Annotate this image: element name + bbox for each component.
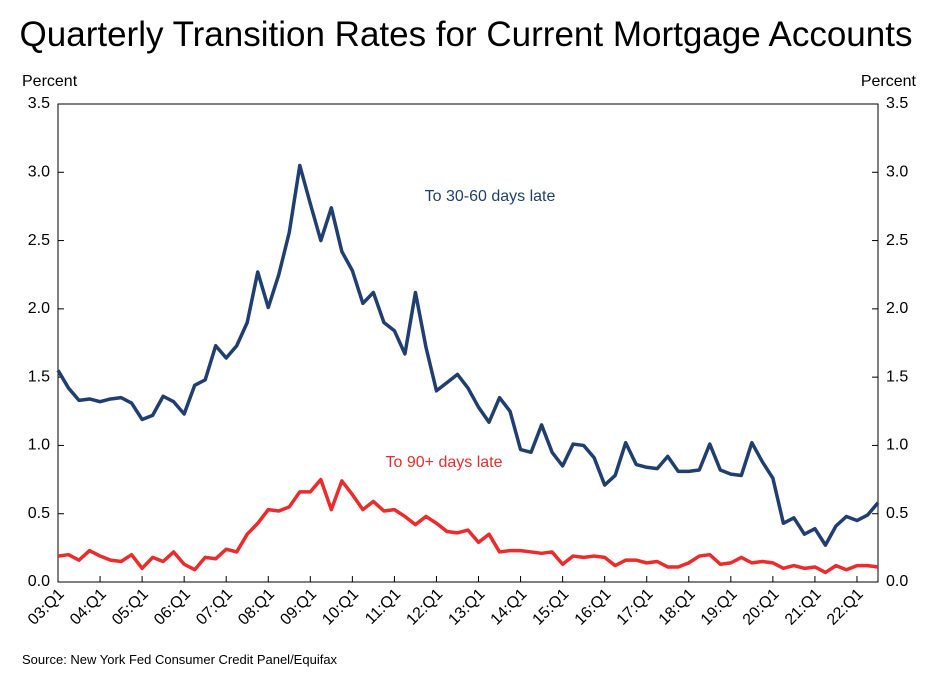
x-tick-label: 15:Q1 [530,586,573,629]
y-tick-label: 3.5 [28,95,50,112]
x-tick-label: 18:Q1 [656,586,699,629]
x-tick-label: 21:Q1 [782,586,825,629]
y2-tick-label: 3.5 [886,95,908,112]
x-tick-label: 12:Q1 [403,586,446,629]
x-tick-label: 16:Q1 [572,586,615,629]
x-tick-label: 19:Q1 [698,586,741,629]
x-tick-label: 05:Q1 [109,586,152,629]
x-tick-label: 06:Q1 [151,586,194,629]
x-tick-label: 08:Q1 [235,586,278,629]
y-tick-label: 0.0 [28,573,50,590]
y2-tick-label: 0.0 [886,573,908,590]
y2-tick-label: 1.5 [886,368,908,385]
y-tick-label: 2.0 [28,300,50,317]
y2-axis-label: Percent [861,73,917,90]
y-tick-label: 1.5 [28,368,50,385]
x-tick-label: 11:Q1 [362,586,404,628]
y-tick-label: 0.5 [28,505,50,522]
y2-tick-label: 3.0 [886,164,908,181]
y2-tick-label: 0.5 [886,505,908,522]
x-tick-label: 17:Q1 [614,586,657,629]
y2-tick-label: 2.5 [886,232,908,249]
y2-tick-label: 2.0 [886,300,908,317]
x-tick-label: 04:Q1 [67,586,110,629]
x-tick-label: 20:Q1 [740,586,783,629]
y2-tick-label: 1.0 [886,437,908,454]
series-line [57,477,879,575]
x-tick-label: 03:Q1 [25,586,68,629]
series-label: To 30-60 days late [425,188,556,205]
series-label: To 90+ days late [386,454,503,471]
y-tick-label: 1.0 [28,437,50,454]
plot-frame [57,103,879,583]
chart-title: Quarterly Transition Rates for Current M… [20,15,913,54]
x-tick-label: 07:Q1 [193,586,236,629]
x-tick-label: 14:Q1 [488,586,531,629]
y-tick-label: 2.5 [28,232,50,249]
x-tick-label: 13:Q1 [445,586,488,629]
x-tick-label: 10:Q1 [319,586,362,629]
series-line [56,163,880,547]
x-tick-label: 09:Q1 [277,586,320,629]
y-axis-label: Percent [22,73,78,90]
source-note: Source: New York Fed Consumer Credit Pan… [22,652,338,667]
y-tick-label: 3.0 [28,164,50,181]
x-tick-label: 22:Q1 [824,586,867,629]
